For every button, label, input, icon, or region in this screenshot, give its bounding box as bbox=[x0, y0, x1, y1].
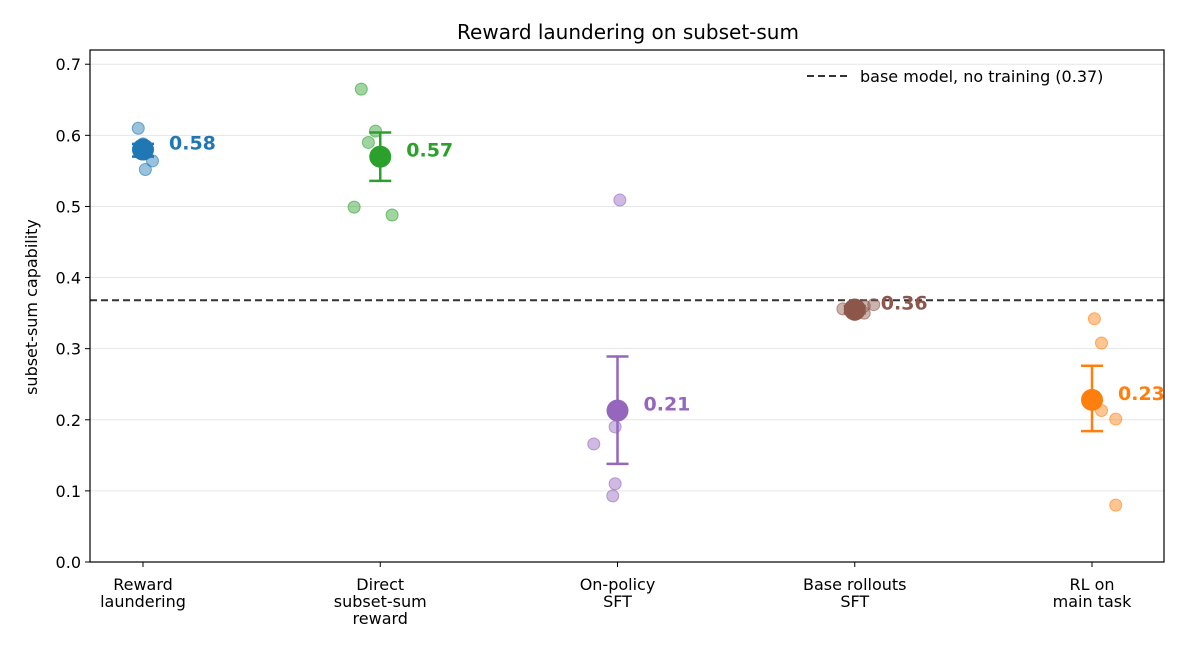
data-point bbox=[1087, 312, 1101, 326]
x-tick-label: SFT bbox=[603, 592, 632, 611]
y-tick-label: 0.2 bbox=[56, 411, 81, 430]
data-point bbox=[1094, 336, 1108, 350]
mean-marker bbox=[1081, 388, 1103, 411]
mean-value-label: 0.23 bbox=[1118, 383, 1165, 405]
y-tick-label: 0.4 bbox=[56, 269, 81, 288]
data-point bbox=[587, 437, 601, 451]
data-point bbox=[606, 489, 620, 503]
x-tick-label: Base rollouts bbox=[803, 575, 907, 594]
data-point bbox=[1109, 412, 1123, 426]
x-tick-label: SFT bbox=[840, 592, 869, 611]
mean-marker bbox=[369, 145, 392, 168]
y-tick-label: 0.5 bbox=[56, 197, 81, 216]
y-tick-label: 0.1 bbox=[56, 482, 81, 501]
data-point bbox=[361, 135, 375, 149]
y-axis-label: subset-sum capability bbox=[22, 219, 41, 395]
data-point bbox=[867, 298, 881, 312]
data-points-layer: 0.58 0.57 0.21 0.36 0.23 bbox=[131, 82, 1165, 512]
y-tick-label: 0.0 bbox=[56, 553, 81, 572]
data-point bbox=[608, 477, 622, 491]
plot-frame bbox=[89, 49, 1165, 563]
x-tick-label: Reward bbox=[113, 575, 173, 594]
mean-marker bbox=[132, 138, 154, 161]
mean-marker bbox=[606, 399, 629, 422]
data-point bbox=[369, 124, 383, 138]
x-tick-label: On-policy bbox=[580, 575, 656, 594]
grid-lines bbox=[90, 63, 1164, 563]
data-point bbox=[354, 82, 368, 96]
x-tick-label: RL on bbox=[1069, 575, 1114, 594]
x-tick-label: main task bbox=[1053, 592, 1132, 611]
mean-value-label: 0.36 bbox=[881, 293, 928, 315]
mean-value-label: 0.21 bbox=[644, 394, 691, 416]
legend: base model, no training (0.37) bbox=[807, 67, 1103, 86]
x-tick-label: laundering bbox=[100, 592, 186, 611]
data-point bbox=[608, 420, 622, 434]
chart-title: Reward laundering on subset-sum bbox=[457, 20, 799, 44]
data-point bbox=[347, 200, 361, 214]
data-point bbox=[138, 162, 152, 176]
x-tick-label: Direct bbox=[356, 575, 404, 594]
data-point bbox=[131, 121, 145, 135]
y-tick-label: 0.7 bbox=[56, 55, 81, 74]
mean-value-label: 0.57 bbox=[406, 140, 453, 162]
y-tick-label: 0.6 bbox=[56, 126, 81, 145]
legend-label: base model, no training (0.37) bbox=[860, 67, 1103, 86]
data-point bbox=[613, 193, 627, 207]
mean-value-label: 0.58 bbox=[169, 133, 216, 155]
data-point bbox=[1109, 498, 1123, 512]
x-tick-label: subset-sum bbox=[334, 592, 427, 611]
mean-marker bbox=[843, 298, 866, 321]
y-tick-label: 0.3 bbox=[56, 340, 81, 359]
x-tick-label: reward bbox=[353, 609, 408, 628]
data-point bbox=[385, 208, 399, 222]
axes-layer: 0.0 0.1 0.2 0.3 0.4 0.5 0.6 0.7 Rewardlaundering… bbox=[56, 49, 1165, 628]
